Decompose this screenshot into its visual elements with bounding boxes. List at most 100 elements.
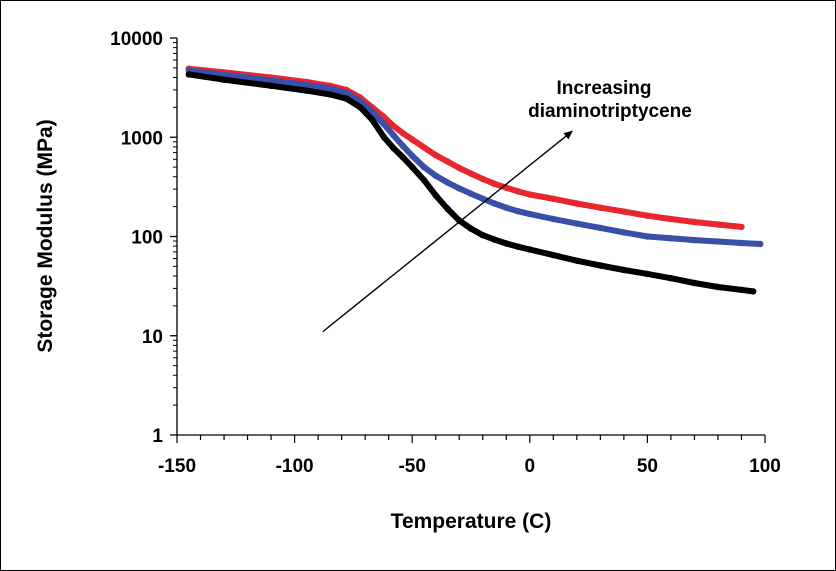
x-axis-title: Temperature (C) xyxy=(391,510,552,533)
series-1-point xyxy=(444,158,451,165)
series-2-point xyxy=(444,179,451,186)
series-3-point xyxy=(220,76,228,83)
x-ticks: -150 -100 -50 0 50 100 xyxy=(158,435,781,477)
series-3-point xyxy=(467,225,475,232)
series-2-point xyxy=(380,121,388,128)
series-3-point xyxy=(432,192,439,199)
series-1-point xyxy=(420,144,428,151)
series-3-point xyxy=(343,95,350,102)
annotation-layer: Increasing diaminotriptycene xyxy=(322,78,692,333)
series-2-point xyxy=(467,190,475,197)
series-1-point xyxy=(714,221,722,228)
series-2-point xyxy=(514,208,522,215)
series-2-point xyxy=(667,235,675,242)
series-3-point xyxy=(267,82,275,90)
y-tick-label: 100 xyxy=(131,228,163,249)
series-3-point xyxy=(420,176,428,184)
series-2-point xyxy=(303,81,310,89)
series-3-point xyxy=(369,116,376,124)
y-minor-ticks xyxy=(173,42,177,406)
x-tick-label: 0 xyxy=(525,456,536,477)
series-3-point xyxy=(390,144,397,152)
series-2-point xyxy=(326,85,334,92)
series-2-point xyxy=(738,239,745,247)
series-2-point xyxy=(479,195,486,202)
annotation-line-2: diaminotriptycene xyxy=(528,101,692,122)
annotation-arrow xyxy=(322,130,573,333)
series-1-point xyxy=(573,200,580,207)
series-2-point xyxy=(456,185,463,192)
series-1-point xyxy=(526,191,533,198)
series-3-point xyxy=(380,134,388,141)
series-3-point xyxy=(526,246,533,253)
series-3-point xyxy=(620,266,628,274)
series-2-point xyxy=(267,77,275,84)
series-2-point xyxy=(550,215,557,223)
series-1-point xyxy=(456,164,463,172)
series-2-point xyxy=(432,172,439,179)
y-tick-label: 10000 xyxy=(110,29,163,50)
series-3-point xyxy=(479,232,486,239)
series-3-point xyxy=(644,270,651,278)
series-1-point xyxy=(644,212,651,219)
series-2-point xyxy=(757,240,764,248)
series-1-point xyxy=(691,218,698,226)
y-tick-label: 1 xyxy=(152,426,163,447)
series-3-point xyxy=(750,288,757,295)
series-3-point xyxy=(550,251,557,259)
series-1-point xyxy=(399,129,406,137)
series-3-point xyxy=(503,240,510,247)
series-3-point xyxy=(667,275,675,282)
series-1-point xyxy=(390,122,397,130)
y-major-ticks: 1 10 100 1000 10000 xyxy=(110,29,177,447)
series-3-point xyxy=(456,217,463,224)
series-2-point xyxy=(399,142,406,149)
series-3-point xyxy=(326,91,334,98)
series-2-point xyxy=(343,89,350,97)
series-3-point xyxy=(573,257,580,264)
x-tick-label: -100 xyxy=(276,456,314,477)
x-tick-label: -50 xyxy=(398,456,425,477)
series-1-point xyxy=(550,195,557,202)
x-tick-label: 100 xyxy=(749,456,781,477)
series-1-point xyxy=(667,215,675,223)
x-tick-label: 50 xyxy=(637,456,658,477)
series-1-point xyxy=(479,175,486,183)
series-3-point xyxy=(597,262,604,269)
series-2-point xyxy=(573,220,580,227)
series-layer xyxy=(185,65,764,295)
y-tick-label: 1000 xyxy=(121,128,163,149)
series-3-point xyxy=(738,286,745,294)
series-line-1 xyxy=(185,65,745,230)
series-3-point xyxy=(185,71,192,78)
series-3-point xyxy=(514,243,522,250)
series-1-point xyxy=(738,223,745,231)
x-tick-label: -150 xyxy=(158,456,196,477)
series-3-point xyxy=(399,154,406,161)
series-1-point xyxy=(432,152,439,159)
series-3-point xyxy=(491,236,498,243)
series-1-point xyxy=(467,170,475,177)
series-3-point xyxy=(303,87,310,94)
series-2-point xyxy=(714,238,722,245)
series-1-point xyxy=(491,180,498,187)
series-2-point xyxy=(620,229,628,236)
series-1-point xyxy=(514,188,522,195)
series-3-point xyxy=(714,283,722,291)
series-1-point xyxy=(597,204,604,211)
y-axis-title: Storage Modulus (MPa) xyxy=(34,119,57,352)
series-1-point xyxy=(409,136,416,143)
series-2-point xyxy=(644,233,651,240)
series-2-point xyxy=(420,163,428,171)
series-2-point xyxy=(597,224,604,232)
series-3-point xyxy=(444,205,451,212)
series-2-point xyxy=(491,200,498,207)
series-2-point xyxy=(409,152,416,159)
series-2-point xyxy=(526,210,533,218)
series-2-point xyxy=(390,131,397,139)
series-3-point xyxy=(357,104,364,111)
series-1-point xyxy=(620,208,628,215)
series-2-point xyxy=(503,204,510,211)
y-tick-label: 10 xyxy=(142,327,163,348)
